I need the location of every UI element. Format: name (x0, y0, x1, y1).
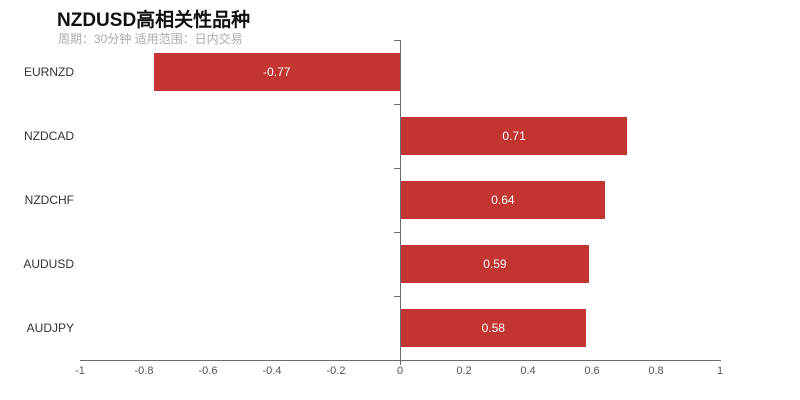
category-label: NZDCAD (24, 129, 74, 143)
x-tick-label: -0.2 (326, 365, 346, 377)
x-tick-label: 0.6 (584, 365, 600, 377)
bar[interactable]: 0.58 (401, 309, 586, 347)
bar[interactable]: -0.77 (153, 53, 400, 91)
category-label: AUDJPY (26, 321, 74, 335)
bar-value-label: -0.77 (263, 65, 291, 79)
category-tick (394, 296, 400, 297)
x-tick-label: 0 (396, 365, 404, 377)
category-tick (394, 360, 400, 361)
x-tick-label: -0.4 (262, 365, 282, 377)
chart-subtitle: 周期：30分钟 适用范围：日内交易 (58, 32, 243, 46)
bar-value-label: 0.58 (481, 321, 505, 335)
x-tick-label: -0.8 (134, 365, 154, 377)
category-label: NZDCHF (24, 193, 74, 207)
category-tick (394, 40, 400, 41)
category-label: AUDUSD (23, 257, 74, 271)
category-label: EURNZD (24, 65, 74, 79)
x-tick-label: 0.4 (520, 365, 536, 377)
x-tick-label: 0.2 (456, 365, 472, 377)
zero-axis-line (400, 40, 401, 365)
bar[interactable]: 0.71 (401, 117, 628, 155)
bar[interactable]: 0.59 (401, 245, 589, 283)
bar-value-label: 0.64 (491, 193, 515, 207)
category-tick (394, 168, 400, 169)
chart-title: NZDUSD高相关性品种 (57, 10, 251, 31)
category-tick (394, 104, 400, 105)
x-tick-label: 1 (716, 365, 724, 377)
x-tick-label: 0.8 (648, 365, 664, 377)
bar-value-label: 0.59 (483, 257, 507, 271)
category-tick (394, 232, 400, 233)
bar[interactable]: 0.64 (401, 181, 605, 219)
x-tick-label: -0.6 (198, 365, 218, 377)
x-tick-label: -1 (75, 365, 85, 377)
bar-value-label: 0.71 (502, 129, 526, 143)
